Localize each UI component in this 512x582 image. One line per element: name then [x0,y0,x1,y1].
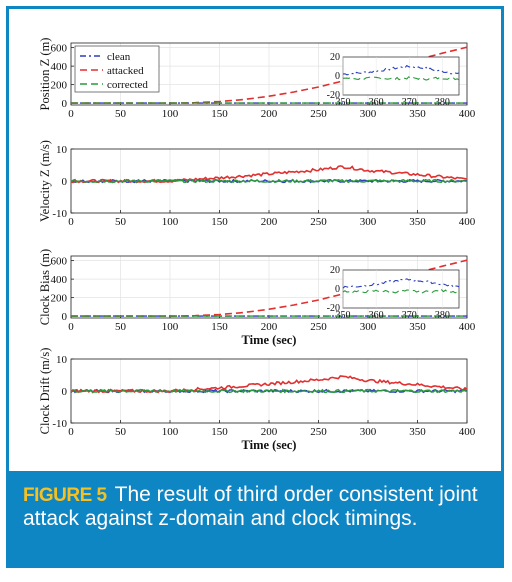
y-axis-label: Velocity Z (m/s) [38,140,52,222]
inset-x-tick-label: 380 [435,97,450,108]
x-tick-label: 350 [409,108,426,120]
chart-panel-3: 0 50 100 150 200 250 300 350 4000200400600Clock … [38,249,476,347]
inset-series-clean-line [342,278,460,289]
x-tick-label: 0 [68,321,74,333]
x-tick-label: 350 [409,216,426,228]
inset-x-tick-label: 360 [369,310,384,321]
y-tick-label: 600 [51,43,68,55]
y-tick-label: 400 [51,61,68,73]
y-tick-label: 0 [62,98,68,110]
x-tick-label: 0 [68,426,74,438]
inset-x-tick-label: 360 [369,97,384,108]
x-tick-label: 300 [360,321,377,333]
inset-y-tick-label: -20 [327,90,340,101]
x-tick-label: 150 [211,108,228,120]
y-axis-label: Position Z (m) [38,38,52,111]
series-corrected-line [70,388,468,394]
x-tick-label: 250 [310,321,327,333]
x-axis-label: Time (sec) [242,333,297,347]
y-tick-label: 10 [56,354,68,366]
y-tick-label: 200 [51,293,68,305]
inset-y-tick-label: 20 [330,52,340,63]
x-tick-label: 50 [115,426,127,438]
x-axis-label: Time (sec) [242,438,297,452]
y-tick-label: 400 [51,274,68,286]
y-tick-label: 200 [51,80,68,92]
legend-box [74,45,160,93]
x-tick-label: 0 [68,108,74,120]
legend-label-clean: clean [107,51,131,63]
legend-label-attacked: attacked [107,65,144,77]
series-corrected-line [70,178,468,184]
y-tick-label: -10 [52,418,67,430]
x-tick-label: 350 [409,321,426,333]
inset-chart: 350 360 370 380 -20 0 20 [327,52,460,108]
figure-frame: 0 50 100 150 200 250 300 350 400 0 200 400 600 Positi… [6,6,504,568]
inset-y-tick-label: -20 [327,303,340,314]
caption-text: The result of third order consistent joi… [23,483,478,530]
y-axis-label: Clock Drift (m/s) [38,348,52,435]
y-tick-label: 600 [51,256,68,268]
x-tick-label: 150 [211,216,228,228]
x-tick-label: 400 [459,321,476,333]
inset-x-tick-label: 370 [402,310,417,321]
x-tick-label: 350 [409,426,426,438]
inset-x-tick-label: 350 [336,310,351,321]
x-tick-label: 200 [261,426,278,438]
inset-x-tick-label: 380 [435,310,450,321]
y-tick-label: 0 [62,176,68,188]
x-tick-label: 250 [310,108,327,120]
x-tick-label: 50 [115,216,127,228]
caption-label: FIGURE 5 [23,485,107,506]
x-tick-label: 100 [162,321,179,333]
inset-x-tick-label: 350 [336,97,351,108]
x-tick-label: 200 [261,108,278,120]
x-tick-label: 50 [115,108,127,120]
x-tick-label: 0 [68,216,74,228]
inset-box [342,56,460,96]
inset-series-clean-line [342,64,460,76]
x-tick-label: 300 [360,108,377,120]
figure-plots: 0 50 100 150 200 250 300 350 400 0 200 400 600 Positi… [9,9,501,471]
inset-box [342,269,460,309]
x-tick-label: 100 [162,108,179,120]
x-tick-label: 50 [115,321,127,333]
charts-svg: 0 50 100 150 200 250 300 350 4000200400600Positi… [38,38,476,452]
inset-y-tick-label: 0 [335,284,340,295]
y-tick-label: 10 [56,144,68,156]
y-axis-label: Clock Bias (m) [38,249,52,325]
x-tick-label: 250 [310,426,327,438]
x-tick-label: 100 [162,426,179,438]
y-tick-label: 0 [62,386,68,398]
x-tick-label: 300 [360,426,377,438]
x-tick-label: 400 [459,216,476,228]
y-tick-label: -10 [52,208,67,220]
x-tick-label: 200 [261,321,278,333]
inset-y-tick-label: 0 [335,71,340,82]
x-tick-label: 150 [211,321,228,333]
inset-y-tick-label: 20 [330,265,340,276]
x-tick-label: 400 [459,108,476,120]
x-tick-label: 150 [211,426,228,438]
inset-x-tick-label: 370 [402,97,417,108]
legend-label-corrected: corrected [107,79,148,91]
figure-caption: FIGURE 5 The result of third order consis… [9,471,501,565]
x-tick-label: 400 [459,426,476,438]
chart-panel-1: 0 50 100 150 200 250 300 350 4000200400600Positi… [38,38,476,120]
x-tick-label: 300 [360,216,377,228]
x-tick-label: 100 [162,216,179,228]
inset-chart: 350 360 370 380 -20 0 20 [327,265,460,321]
x-tick-label: 250 [310,216,327,228]
y-tick-label: 0 [62,311,68,323]
x-tick-label: 200 [261,216,278,228]
